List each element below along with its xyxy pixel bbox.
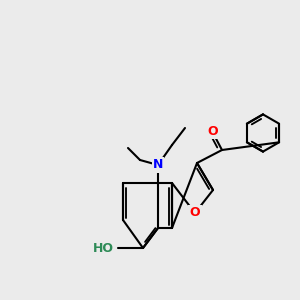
Text: HO: HO	[92, 242, 113, 254]
Text: N: N	[153, 158, 163, 172]
Text: O: O	[190, 206, 200, 220]
Text: O: O	[208, 125, 218, 138]
